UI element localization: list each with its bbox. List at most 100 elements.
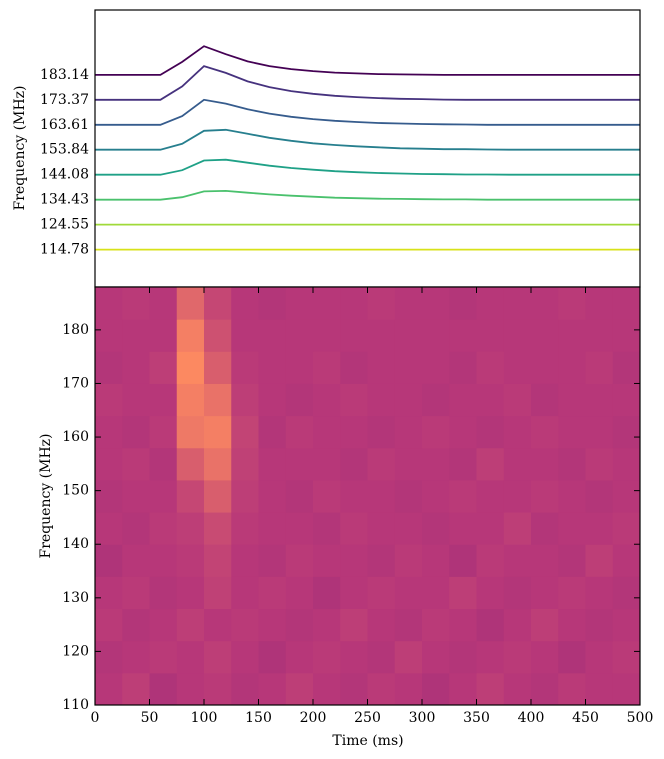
heatmap-cell (449, 415, 477, 449)
heatmap-cell (503, 287, 532, 320)
heatmap-cell (394, 479, 423, 513)
heatmap-cell (394, 608, 423, 642)
heatmap-cell (394, 383, 423, 417)
heatmap-cell (285, 415, 314, 449)
heatmap-cell (231, 576, 259, 610)
heatmap-cell (422, 512, 450, 545)
heatmap-cell (476, 447, 505, 481)
heatmap-cell (176, 415, 205, 449)
heatmap-cell (422, 672, 450, 706)
heatmap-cell (95, 287, 123, 320)
heatmap-cell (449, 319, 477, 352)
heatmap-cell (149, 512, 178, 545)
heatmap-cell (503, 447, 532, 481)
heatmap-cell (476, 672, 505, 706)
heatmap-cell (258, 319, 287, 352)
profile-line (95, 65, 640, 101)
heatmap-cell (449, 287, 477, 320)
heatmap-cell (313, 447, 341, 481)
heatmap-cell (149, 351, 178, 384)
heatmap-cell (394, 447, 423, 481)
profile-line (95, 158, 640, 176)
y-tick-label: 170 (62, 375, 89, 391)
heatmap-cell (122, 319, 150, 352)
heatmap-cell (122, 447, 150, 481)
heatmap-cell (558, 640, 586, 674)
heatmap-cell (95, 351, 123, 384)
heatmap-cell (476, 544, 505, 577)
heatmap-cell (313, 319, 341, 352)
heatmap-cell (149, 608, 178, 642)
heatmap-cell (204, 576, 232, 610)
heatmap-cell (612, 544, 641, 577)
heatmap-cell (285, 383, 314, 417)
heatmap-cell (367, 640, 396, 674)
y-tick-label: 130 (62, 590, 89, 606)
heatmap-cell (95, 383, 123, 417)
heatmap-cell (531, 447, 559, 481)
heatmap-cell (204, 512, 232, 545)
heatmap-cell (449, 672, 477, 706)
x-tick-label: 400 (518, 710, 545, 726)
heatmap-cell (422, 608, 450, 642)
heatmap-cell (367, 479, 396, 513)
heatmap-cell (95, 544, 123, 577)
heatmap-cell (285, 512, 314, 545)
heatmap-cell (258, 351, 287, 384)
heatmap-cell (258, 672, 287, 706)
heatmap-cell (122, 351, 150, 384)
x-tick-label: 350 (463, 710, 490, 726)
heatmap-cell (95, 415, 123, 449)
y-tick-label: 150 (62, 483, 89, 499)
heatmap-cell (258, 512, 287, 545)
heatmap-cell (476, 479, 505, 513)
heatmap-cell (367, 512, 396, 545)
heatmap-cell (585, 447, 614, 481)
heatmap-cell (231, 351, 259, 384)
heatmap-cell (612, 672, 641, 706)
heatmap-cell (585, 287, 614, 320)
heatmap-cell (367, 447, 396, 481)
heatmap-cell (367, 351, 396, 384)
heatmap-cell (367, 672, 396, 706)
heatmap-cell (394, 287, 423, 320)
heatmap-cell (558, 672, 586, 706)
heatmap-cell (394, 640, 423, 674)
heatmap-cell (204, 415, 232, 449)
heatmap-cell (149, 415, 178, 449)
heatmap-cell (394, 672, 423, 706)
y-tick-label: 163.61 (40, 117, 89, 133)
y-tick-label: 114.78 (40, 242, 89, 258)
heatmap-cell (285, 351, 314, 384)
heatmap-cell (612, 447, 641, 481)
heatmap-cell (204, 383, 232, 417)
heatmap-cell (585, 479, 614, 513)
heatmap-cell (558, 415, 586, 449)
heatmap-cell (585, 319, 614, 352)
heatmap-cell (313, 287, 341, 320)
heatmap-cell (612, 415, 641, 449)
heatmap-cell (558, 544, 586, 577)
heatmap-cell (122, 512, 150, 545)
heatmap-cell (313, 512, 341, 545)
heatmap-cell (531, 287, 559, 320)
heatmap-cell (367, 415, 396, 449)
heatmap-cell (176, 287, 205, 320)
heatmap-cell (394, 576, 423, 610)
heatmap-cell (612, 608, 641, 642)
heatmap-cell (258, 608, 287, 642)
heatmap-cell (231, 608, 259, 642)
heatmap-cell (503, 608, 532, 642)
heatmap-cell (531, 512, 559, 545)
heatmap-cell (422, 479, 450, 513)
heatmap-cell (122, 383, 150, 417)
heatmap-cell (122, 608, 150, 642)
heatmap-cell (503, 415, 532, 449)
x-tick-label: 500 (627, 710, 654, 726)
heatmap-cell (585, 383, 614, 417)
x-label: Time (ms) (332, 733, 403, 749)
heatmap-cell (422, 287, 450, 320)
heatmap-cell (612, 479, 641, 513)
heatmap-cell (204, 479, 232, 513)
heatmap-cell (313, 351, 341, 384)
